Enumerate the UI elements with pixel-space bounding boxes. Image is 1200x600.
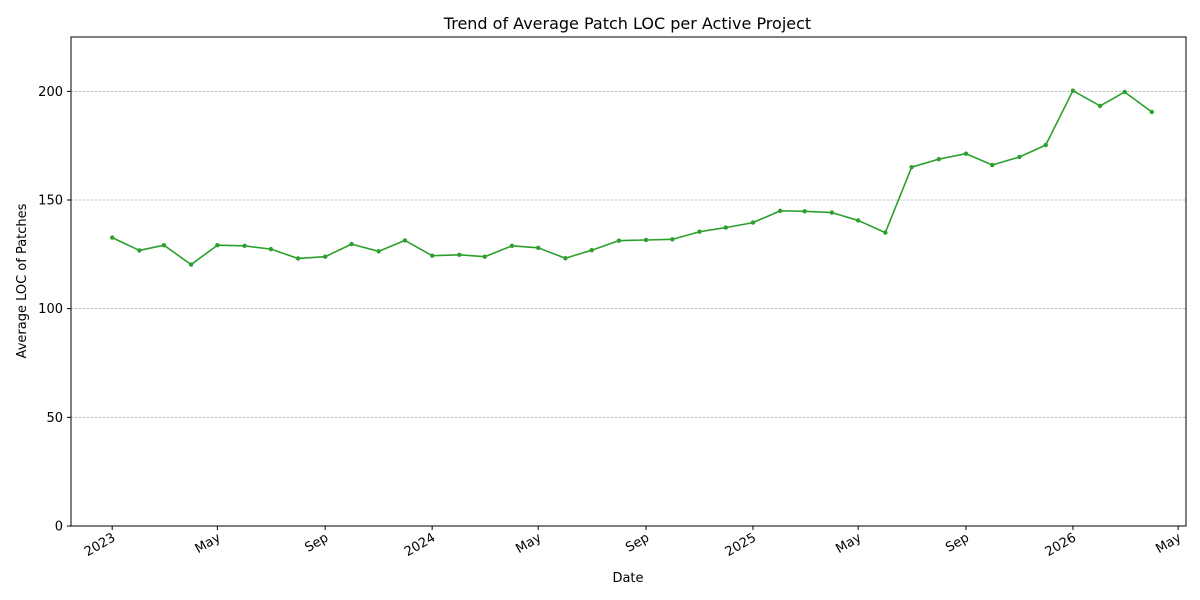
data-point (242, 243, 247, 249)
data-point (1017, 154, 1022, 160)
data-point (376, 249, 381, 254)
data-point (855, 218, 861, 223)
data-point (188, 262, 194, 267)
data-point (829, 210, 835, 215)
data-point (536, 245, 541, 251)
chart-title: Trend of Average Patch LOC per Active Pr… (443, 14, 811, 33)
data-point (110, 235, 115, 240)
x-tick-label: 2023 (82, 530, 118, 560)
data-point (643, 237, 649, 243)
data-point (509, 243, 515, 249)
data-point (349, 241, 354, 247)
x-tick-label: Sep (943, 530, 972, 555)
y-tick-label: 200 (38, 85, 63, 100)
data-point (670, 237, 675, 242)
x-tick-label: 2024 (402, 530, 438, 560)
x-tick-label: 2025 (723, 530, 759, 560)
data-point (802, 209, 807, 214)
y-tick-label: 50 (46, 411, 63, 426)
data-point (723, 225, 728, 230)
data-point (323, 254, 328, 259)
x-tick-label: 2026 (1043, 530, 1079, 560)
x-axis-label: Date (612, 571, 643, 586)
series-layer (110, 88, 1155, 267)
data-point (429, 253, 435, 258)
data-point (990, 162, 995, 168)
data-point (137, 248, 142, 253)
gridlines (71, 90, 1186, 418)
series-line (111, 89, 1153, 266)
data-point (1070, 88, 1076, 93)
y-axis: 0 50 100 150 200 (38, 85, 71, 535)
y-tick-label: 0 (55, 520, 63, 535)
x-axis: 2023 May Sep 2024 May Sep 2025 May Sep 2026 May (82, 526, 1184, 560)
plot-frame (70, 36, 1187, 527)
y-tick-label: 100 (38, 302, 63, 317)
x-tick-label: Sep (623, 530, 652, 555)
data-point (563, 256, 568, 261)
data-point (589, 248, 594, 253)
data-point (750, 220, 756, 225)
data-point (1149, 109, 1155, 115)
data-point (295, 256, 301, 261)
data-point (963, 151, 969, 156)
data-point (883, 230, 888, 235)
data-point (1122, 89, 1127, 95)
data-point (936, 156, 942, 162)
x-tick-label: May (1153, 530, 1184, 557)
x-tick-label: May (193, 530, 224, 557)
x-tick-label: Sep (302, 530, 331, 555)
data-point (1097, 103, 1103, 109)
data-point (697, 229, 702, 234)
y-axis-label: Average LOC of Patches (15, 203, 30, 358)
data-point (215, 243, 220, 248)
x-tick-label: May (833, 530, 864, 557)
data-point (909, 164, 914, 170)
data-point (616, 238, 622, 243)
data-point (268, 246, 274, 252)
data-point (161, 243, 167, 248)
data-point (402, 238, 408, 243)
data-point (777, 208, 783, 214)
x-tick-label: May (513, 530, 544, 557)
data-point (482, 254, 487, 259)
data-point (1043, 142, 1048, 148)
data-point (457, 252, 462, 257)
y-tick-label: 150 (38, 194, 63, 209)
